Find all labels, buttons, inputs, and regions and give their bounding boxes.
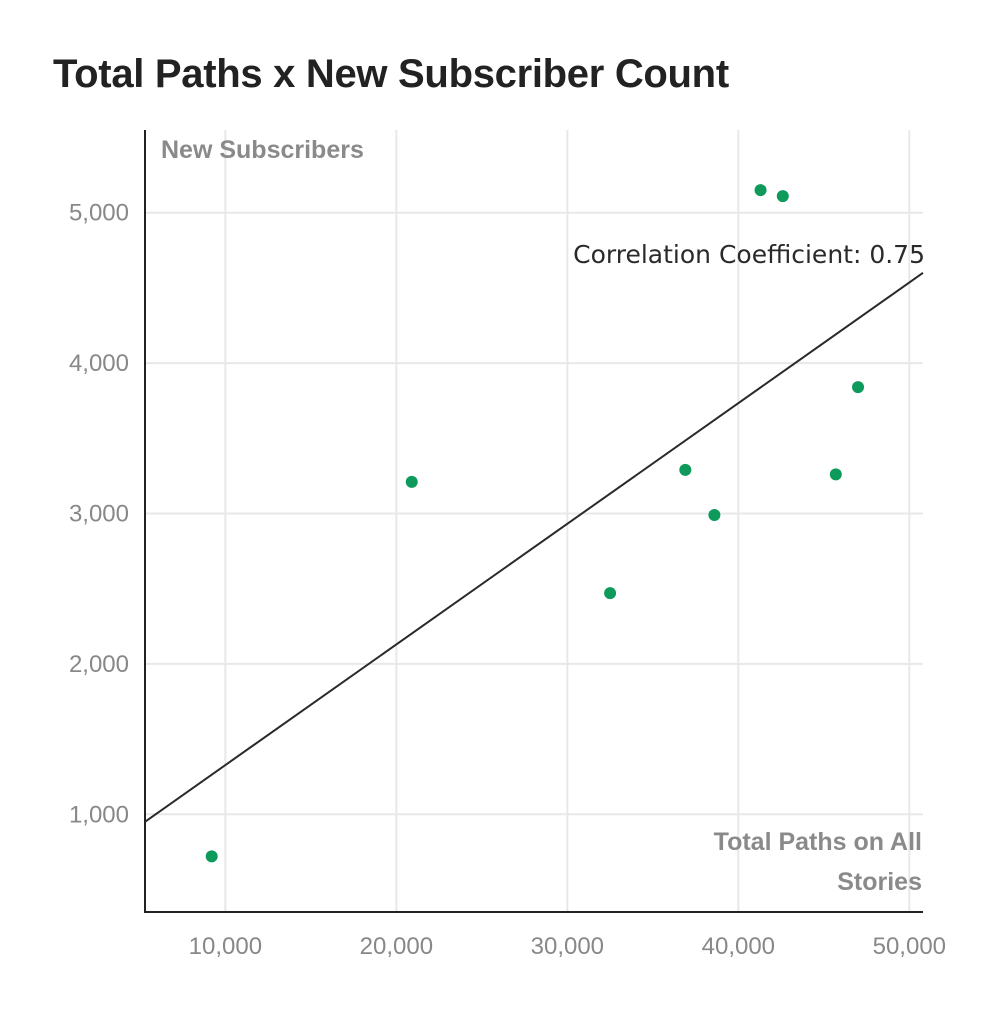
x-axis-caption-line-2: Stories [837,868,922,896]
x-tick-label: 30,000 [531,933,604,960]
y-tick-label: 3,000 [69,500,129,527]
x-axis-caption-line-1: Total Paths on All [714,828,922,856]
data-point [829,468,842,481]
data-point [205,850,218,863]
data-point [776,190,789,203]
data-point [405,475,418,488]
data-point [852,381,865,394]
correlation-annotation: Correlation Coefficient: 0.75 [573,240,925,269]
tick-labels: 10,000 20,000 30,000 40,000 50,000 1,000 2,000… [69,200,946,960]
data-point [604,587,617,600]
data-points [205,184,865,863]
x-tick-label: 40,000 [702,933,775,960]
y-tick-label: 5,000 [69,200,129,227]
y-tick-label: 1,000 [69,801,129,828]
x-tick-label: 10,000 [189,933,262,960]
trendline-group [144,272,924,823]
trendline [144,272,924,823]
chart-title: Total Paths x New Subscriber Count [53,52,729,96]
data-point [708,508,721,521]
y-tick-label: 2,000 [69,651,129,678]
x-tick-label: 50,000 [873,933,946,960]
axes [144,130,923,913]
y-tick-label: 4,000 [69,350,129,377]
data-point [679,463,692,476]
gridlines [145,130,923,912]
x-tick-label: 20,000 [360,933,433,960]
data-point [754,184,767,197]
y-axis-caption: New Subscribers [161,136,364,164]
